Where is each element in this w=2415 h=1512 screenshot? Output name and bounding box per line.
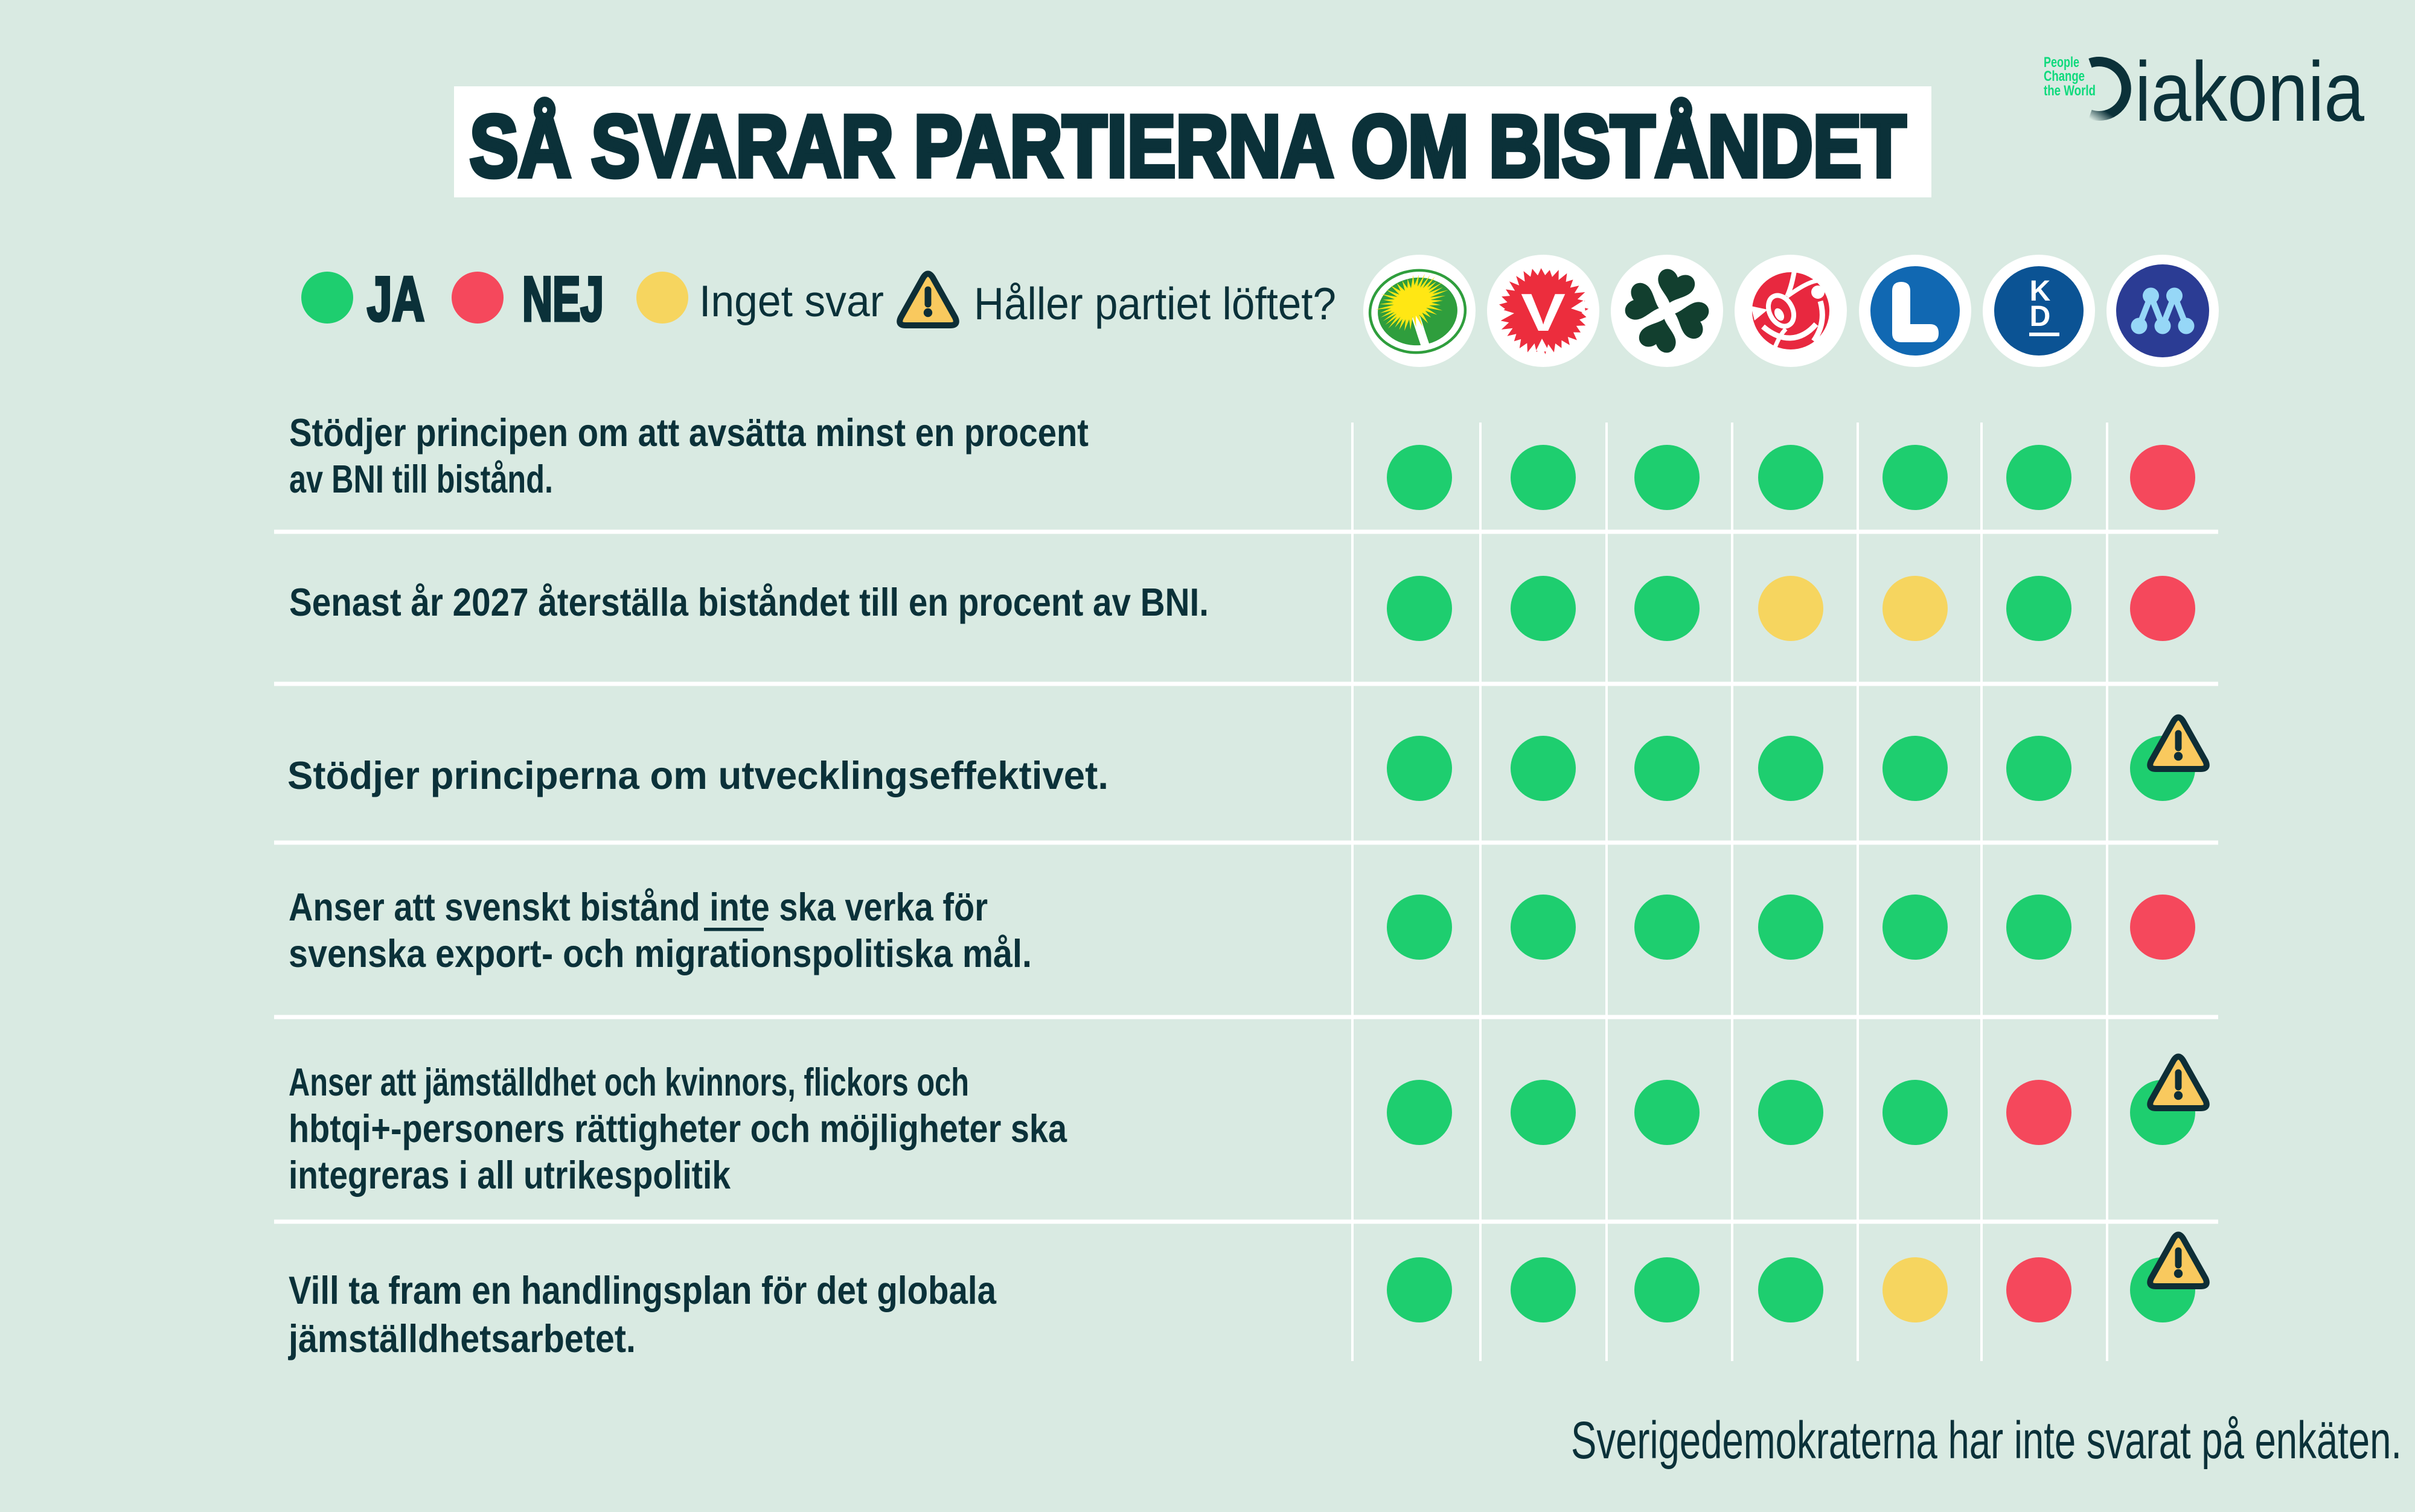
svg-text:integreras i all utrikespoliti: integreras i all utrikespolitik (289, 1153, 731, 1197)
svg-text:Stödjer principen om att avsät: Stödjer principen om att avsätta minst e… (289, 410, 1089, 455)
svg-text:Change: Change (2044, 68, 2085, 85)
svg-text:V: V (1521, 282, 1566, 342)
svg-text:Håller partiet löftet?: Håller partiet löftet? (974, 278, 1336, 329)
svg-text:Anser att svenskt bistånd inte: Anser att svenskt bistånd inte ska verka… (289, 885, 988, 929)
svg-text:jämställdhetsarbetet.: jämställdhetsarbetet. (287, 1316, 636, 1360)
svg-text:K: K (2030, 275, 2051, 307)
svg-text:svenska export- och migrations: svenska export- och migrationspolitiska … (289, 931, 1032, 975)
svg-text:Inget svar: Inget svar (699, 277, 884, 326)
svg-text:Vill ta fram en handlingsplan: Vill ta fram en handlingsplan för det gl… (289, 1268, 997, 1312)
svg-text:the World: the World (2044, 83, 2096, 99)
svg-text:Stödjer principerna om utveckl: Stödjer principerna om utvecklingseffekt… (287, 753, 1108, 797)
svg-text:iakonia: iakonia (2135, 44, 2364, 139)
svg-text:People: People (2044, 54, 2079, 71)
svg-text:Sverigedemokraterna har inte s: Sverigedemokraterna har inte svarat på e… (1571, 1411, 2402, 1470)
svg-text:Anser att jämställdhet och kvi: Anser att jämställdhet och kvinnors, fli… (289, 1060, 969, 1104)
svg-text:Senast år 2027 återställa bist: Senast år 2027 återställa biståndet till… (289, 580, 1209, 624)
svg-text:hbtqi+-personers rättigheter o: hbtqi+-personers rättigheter och möjligh… (289, 1106, 1067, 1150)
svg-text:NEJ: NEJ (522, 264, 604, 334)
svg-text:D: D (2030, 301, 2051, 333)
svg-text:av BNI till bistånd.: av BNI till bistånd. (289, 457, 553, 501)
svg-text:JA: JA (367, 264, 424, 334)
svg-text:SÅ SVARAR PARTIERNA OM BISTÅND: SÅ SVARAR PARTIERNA OM BISTÅNDET (470, 97, 1906, 195)
